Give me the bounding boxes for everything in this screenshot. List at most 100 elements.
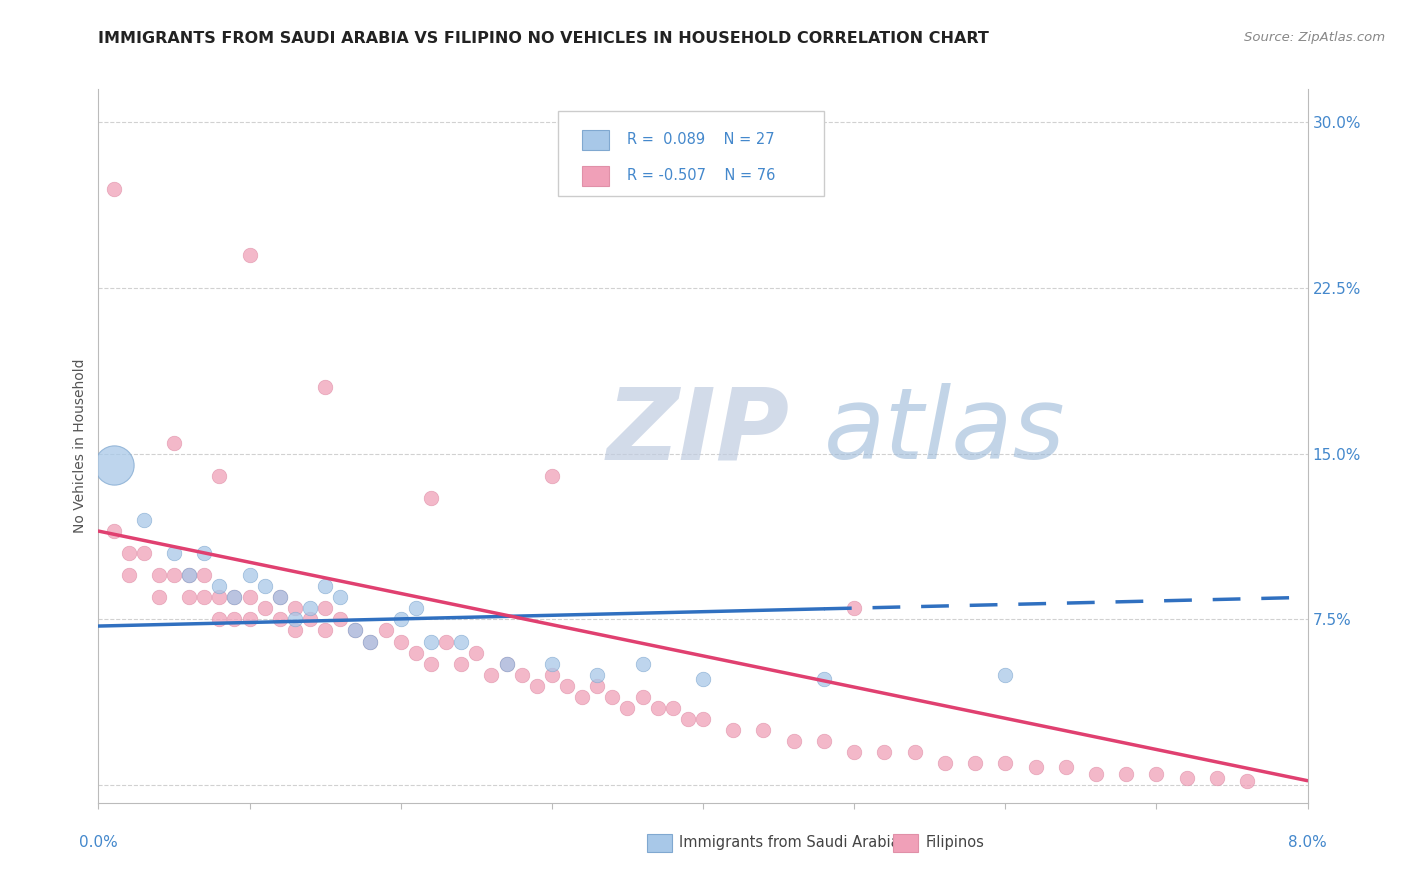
Point <box>510 667 533 681</box>
Point <box>1054 760 1077 774</box>
Text: IMMIGRANTS FROM SAUDI ARABIA VS FILIPINO NO VEHICLES IN HOUSEHOLD CORRELATION CH: IMMIGRANTS FROM SAUDI ARABIA VS FILIPINO… <box>98 31 990 46</box>
Point <box>360 634 382 648</box>
Point <box>374 624 396 638</box>
Point <box>132 513 155 527</box>
Point <box>1206 772 1229 786</box>
Point <box>844 601 866 615</box>
Point <box>405 646 427 660</box>
Point <box>420 491 443 505</box>
Point <box>314 380 336 394</box>
Point <box>420 634 443 648</box>
Point <box>208 468 231 483</box>
Point <box>873 745 896 759</box>
Point <box>723 723 745 737</box>
Point <box>1146 767 1168 781</box>
Point <box>148 591 170 605</box>
Point <box>526 679 548 693</box>
Text: R =  0.089    N = 27: R = 0.089 N = 27 <box>627 132 775 147</box>
Point <box>224 591 246 605</box>
Text: Immigrants from Saudi Arabia: Immigrants from Saudi Arabia <box>679 836 900 850</box>
Point <box>314 601 336 615</box>
Point <box>631 657 654 671</box>
Text: 8.0%: 8.0% <box>1288 836 1327 850</box>
Point <box>692 712 714 726</box>
Point <box>269 612 291 626</box>
Point <box>994 756 1017 770</box>
Point <box>103 181 125 195</box>
Point <box>253 579 276 593</box>
Point <box>239 591 262 605</box>
Point <box>783 734 806 748</box>
Point <box>631 690 654 704</box>
Point <box>299 601 322 615</box>
Point <box>994 667 1017 681</box>
Point <box>662 700 685 714</box>
Point <box>965 756 987 770</box>
Point <box>813 672 835 686</box>
Point <box>602 690 624 704</box>
Point <box>647 700 669 714</box>
Point <box>389 634 412 648</box>
Point <box>420 657 443 671</box>
Point <box>148 568 170 582</box>
Point <box>179 591 201 605</box>
Point <box>103 524 125 538</box>
Point <box>314 624 336 638</box>
Point <box>179 568 201 582</box>
Point <box>224 591 246 605</box>
Text: R = -0.507    N = 76: R = -0.507 N = 76 <box>627 168 775 183</box>
Point <box>193 591 215 605</box>
Point <box>329 591 352 605</box>
Text: Source: ZipAtlas.com: Source: ZipAtlas.com <box>1244 31 1385 45</box>
Point <box>586 667 609 681</box>
Point <box>450 634 472 648</box>
Point <box>465 646 488 660</box>
Point <box>495 657 517 671</box>
Point <box>934 756 956 770</box>
FancyBboxPatch shape <box>582 166 609 186</box>
Point <box>616 700 638 714</box>
Point <box>676 712 699 726</box>
Point <box>344 624 367 638</box>
Point <box>813 734 835 748</box>
Point <box>904 745 927 759</box>
Point <box>299 612 322 626</box>
Point <box>555 679 578 693</box>
Point <box>193 546 215 560</box>
Point <box>269 591 291 605</box>
Text: 0.0%: 0.0% <box>79 836 118 850</box>
Point <box>314 579 336 593</box>
Point <box>571 690 593 704</box>
Point <box>132 546 155 560</box>
Point <box>844 745 866 759</box>
Point <box>253 601 276 615</box>
Point <box>1115 767 1137 781</box>
Point <box>1175 772 1198 786</box>
Point <box>450 657 472 671</box>
Point <box>344 624 367 638</box>
Text: atlas: atlas <box>824 384 1066 480</box>
Point <box>269 591 291 605</box>
Point <box>481 667 503 681</box>
Point <box>118 546 141 560</box>
Point <box>360 634 382 648</box>
Point <box>1236 773 1258 788</box>
Point <box>284 612 307 626</box>
Point <box>208 612 231 626</box>
Point <box>239 248 262 262</box>
Point <box>193 568 215 582</box>
FancyBboxPatch shape <box>582 130 609 150</box>
Text: ZIP: ZIP <box>606 384 789 480</box>
Point <box>179 568 201 582</box>
Point <box>1025 760 1047 774</box>
Point <box>284 601 307 615</box>
Point <box>752 723 775 737</box>
Point <box>541 468 564 483</box>
Point <box>389 612 412 626</box>
Point <box>434 634 457 648</box>
Point <box>586 679 609 693</box>
Point <box>163 546 186 560</box>
Point <box>163 568 186 582</box>
Point <box>495 657 517 671</box>
Point <box>163 435 186 450</box>
